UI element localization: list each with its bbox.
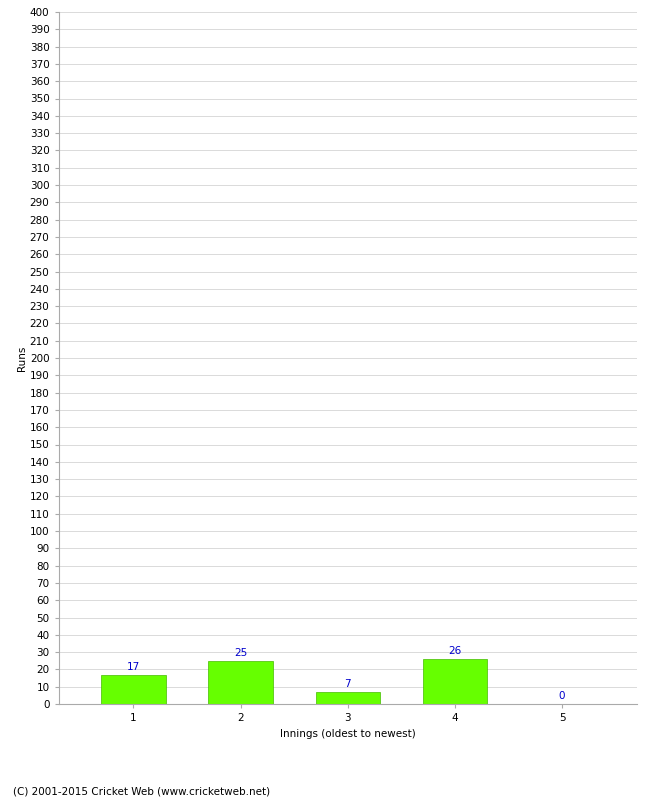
Text: 7: 7	[344, 679, 351, 690]
Text: 0: 0	[559, 691, 566, 702]
Bar	[422, 659, 487, 704]
Text: 17: 17	[127, 662, 140, 672]
X-axis label: Innings (oldest to newest): Innings (oldest to newest)	[280, 729, 415, 738]
Bar	[209, 661, 273, 704]
Bar	[316, 692, 380, 704]
Bar	[101, 674, 166, 704]
Text: (C) 2001-2015 Cricket Web (www.cricketweb.net): (C) 2001-2015 Cricket Web (www.cricketwe…	[13, 786, 270, 796]
Y-axis label: Runs: Runs	[17, 346, 27, 370]
Text: 26: 26	[448, 646, 461, 657]
Text: 25: 25	[234, 648, 247, 658]
